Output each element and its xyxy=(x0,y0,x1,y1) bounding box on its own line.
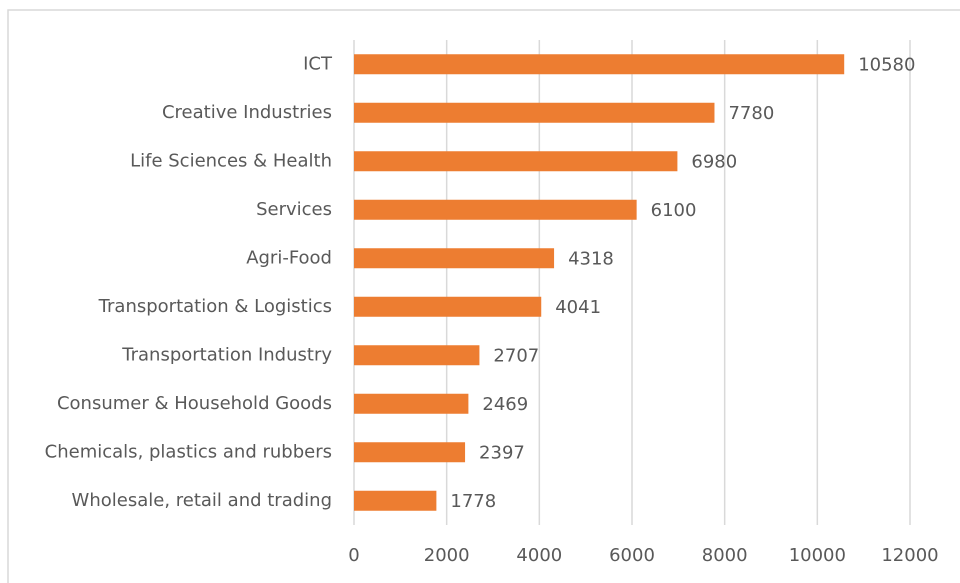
x-tick-label: 4000 xyxy=(516,545,562,566)
y-tick-label: Creative Industries xyxy=(162,102,332,123)
data-label: 6980 xyxy=(691,151,737,172)
bar xyxy=(354,490,437,511)
y-tick-label: Consumer & Household Goods xyxy=(57,393,332,414)
x-tick-label: 2000 xyxy=(424,545,470,566)
bar xyxy=(354,296,542,317)
y-tick-label: Chemicals, plastics and rubbers xyxy=(45,441,332,462)
data-label: 4318 xyxy=(568,248,614,269)
x-tick-label: 8000 xyxy=(702,545,748,566)
x-tick-label: 12000 xyxy=(881,545,938,566)
data-label: 7780 xyxy=(728,103,774,124)
data-label: 4041 xyxy=(555,297,601,318)
y-tick-label: Transportation & Logistics xyxy=(98,296,332,317)
data-label: 2397 xyxy=(479,442,525,463)
bar xyxy=(354,442,466,463)
bar xyxy=(354,393,469,414)
y-tick-label: Life Sciences & Health xyxy=(130,150,332,171)
y-tick-label: Agri-Food xyxy=(246,247,332,268)
data-label: 2707 xyxy=(493,345,539,366)
data-label: 6100 xyxy=(651,200,697,221)
y-tick-label: Wholesale, retail and trading xyxy=(72,490,332,511)
bar xyxy=(354,102,715,123)
bar xyxy=(354,345,480,366)
y-tick-label: ICT xyxy=(303,53,333,74)
y-tick-label: Transportation Industry xyxy=(121,344,332,365)
data-label: 2469 xyxy=(482,394,528,415)
data-label: 1778 xyxy=(450,491,496,512)
data-label: 10580 xyxy=(858,54,915,75)
x-tick-label: 6000 xyxy=(609,545,655,566)
y-tick-label: Services xyxy=(256,199,332,220)
bar xyxy=(354,248,555,269)
bar xyxy=(354,54,845,75)
bar xyxy=(354,151,678,172)
bar xyxy=(354,199,637,220)
x-tick-label: 10000 xyxy=(789,545,846,566)
x-tick-label: 0 xyxy=(348,545,359,566)
